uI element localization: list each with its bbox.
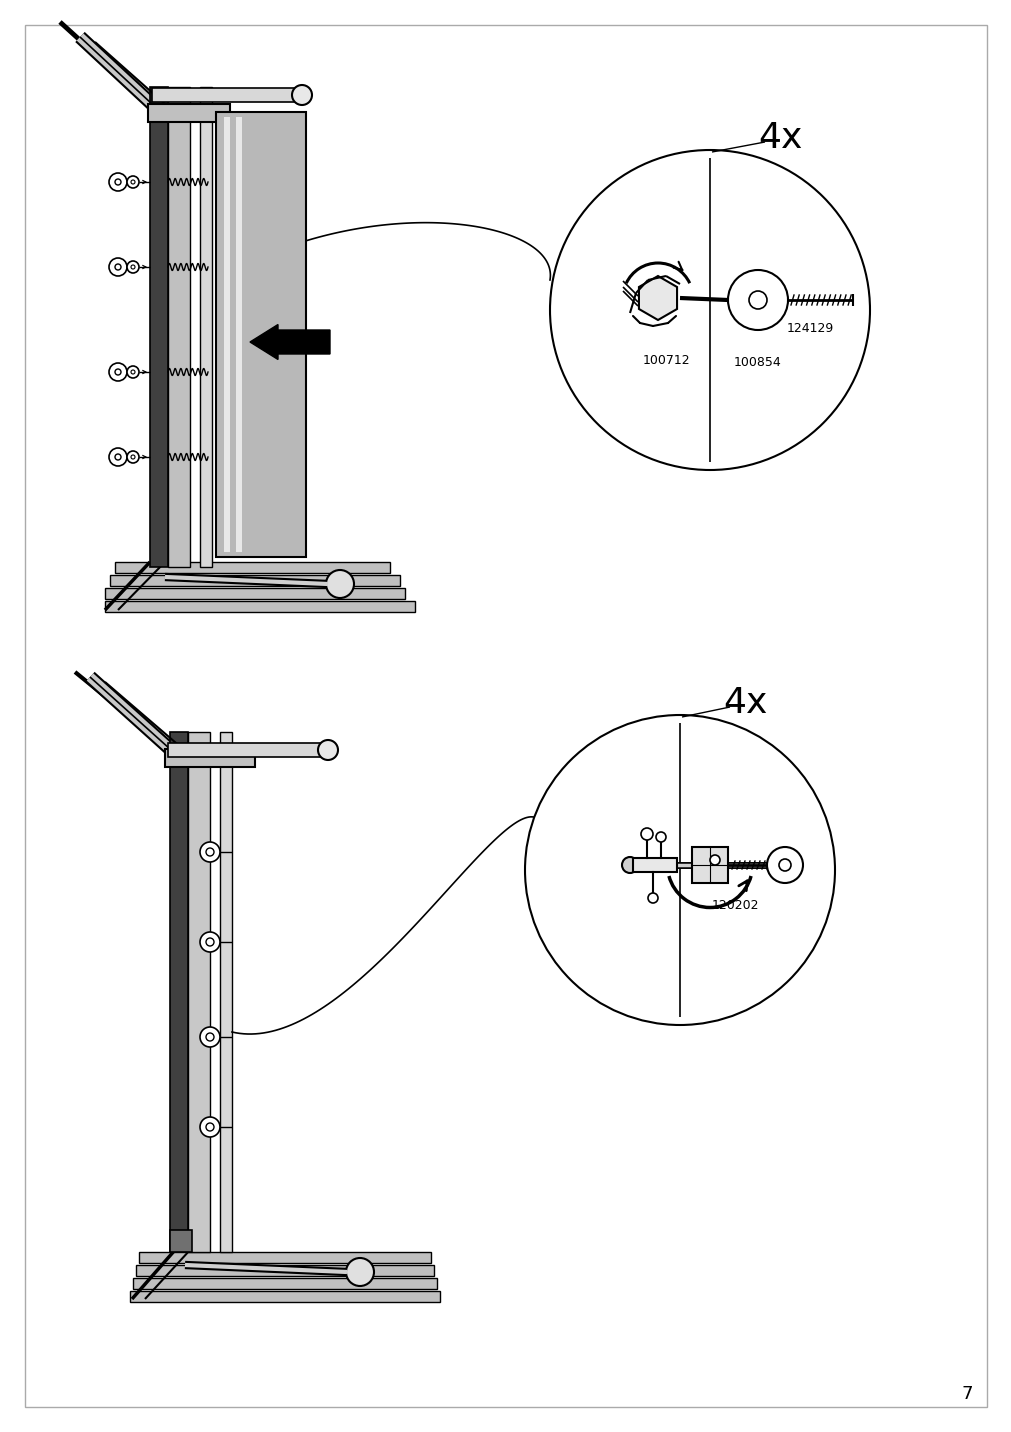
Bar: [139, 1252, 431, 1263]
Bar: [188, 732, 210, 1252]
Circle shape: [126, 367, 139, 378]
Polygon shape: [638, 276, 676, 319]
Circle shape: [130, 455, 134, 460]
Circle shape: [115, 369, 121, 375]
Text: 4x: 4x: [722, 686, 766, 720]
Circle shape: [109, 173, 126, 190]
Bar: [632, 858, 676, 872]
Bar: [168, 87, 190, 567]
Circle shape: [769, 856, 786, 874]
Bar: [110, 576, 399, 586]
Circle shape: [778, 859, 791, 871]
Text: 100854: 100854: [733, 355, 782, 368]
Circle shape: [525, 715, 834, 1025]
Circle shape: [766, 846, 802, 884]
Circle shape: [109, 448, 126, 465]
Bar: [150, 87, 168, 567]
Bar: [135, 1264, 434, 1276]
Text: 100712: 100712: [642, 354, 690, 367]
Circle shape: [622, 856, 637, 874]
Bar: [219, 732, 232, 1252]
Bar: [132, 1277, 437, 1289]
Circle shape: [326, 570, 354, 599]
Circle shape: [748, 291, 766, 309]
Bar: [692, 846, 727, 884]
Bar: [215, 112, 305, 557]
Circle shape: [200, 1117, 219, 1137]
Bar: [105, 601, 415, 611]
Bar: [115, 561, 389, 573]
Text: 7: 7: [960, 1385, 972, 1403]
Circle shape: [115, 179, 121, 185]
Circle shape: [126, 261, 139, 274]
Circle shape: [647, 894, 657, 904]
Circle shape: [126, 176, 139, 188]
Circle shape: [130, 265, 134, 269]
Bar: [168, 743, 328, 758]
Bar: [165, 749, 255, 768]
Circle shape: [727, 271, 788, 329]
Circle shape: [640, 828, 652, 841]
Text: 4x: 4x: [757, 120, 802, 155]
Bar: [129, 1292, 440, 1302]
Circle shape: [206, 1032, 213, 1041]
Circle shape: [126, 451, 139, 463]
Bar: [152, 87, 301, 102]
Circle shape: [130, 369, 134, 374]
Circle shape: [130, 180, 134, 183]
Circle shape: [710, 855, 719, 865]
Bar: [223, 117, 229, 551]
Circle shape: [317, 740, 338, 760]
Circle shape: [200, 842, 219, 862]
Bar: [148, 105, 229, 122]
Circle shape: [206, 938, 213, 947]
Circle shape: [292, 84, 311, 105]
Circle shape: [115, 454, 121, 460]
Bar: [200, 87, 211, 567]
Circle shape: [655, 832, 665, 842]
Circle shape: [115, 263, 121, 271]
Circle shape: [549, 150, 869, 470]
Circle shape: [206, 848, 213, 856]
Bar: [170, 732, 188, 1252]
Bar: [105, 589, 404, 599]
Text: 124129: 124129: [786, 322, 833, 335]
Circle shape: [109, 362, 126, 381]
Bar: [170, 1230, 192, 1252]
Circle shape: [346, 1257, 374, 1286]
Circle shape: [206, 1123, 213, 1131]
Bar: [236, 117, 242, 551]
FancyArrow shape: [250, 325, 330, 359]
Text: 120202: 120202: [711, 898, 758, 912]
Circle shape: [200, 932, 219, 952]
Circle shape: [200, 1027, 219, 1047]
Circle shape: [109, 258, 126, 276]
